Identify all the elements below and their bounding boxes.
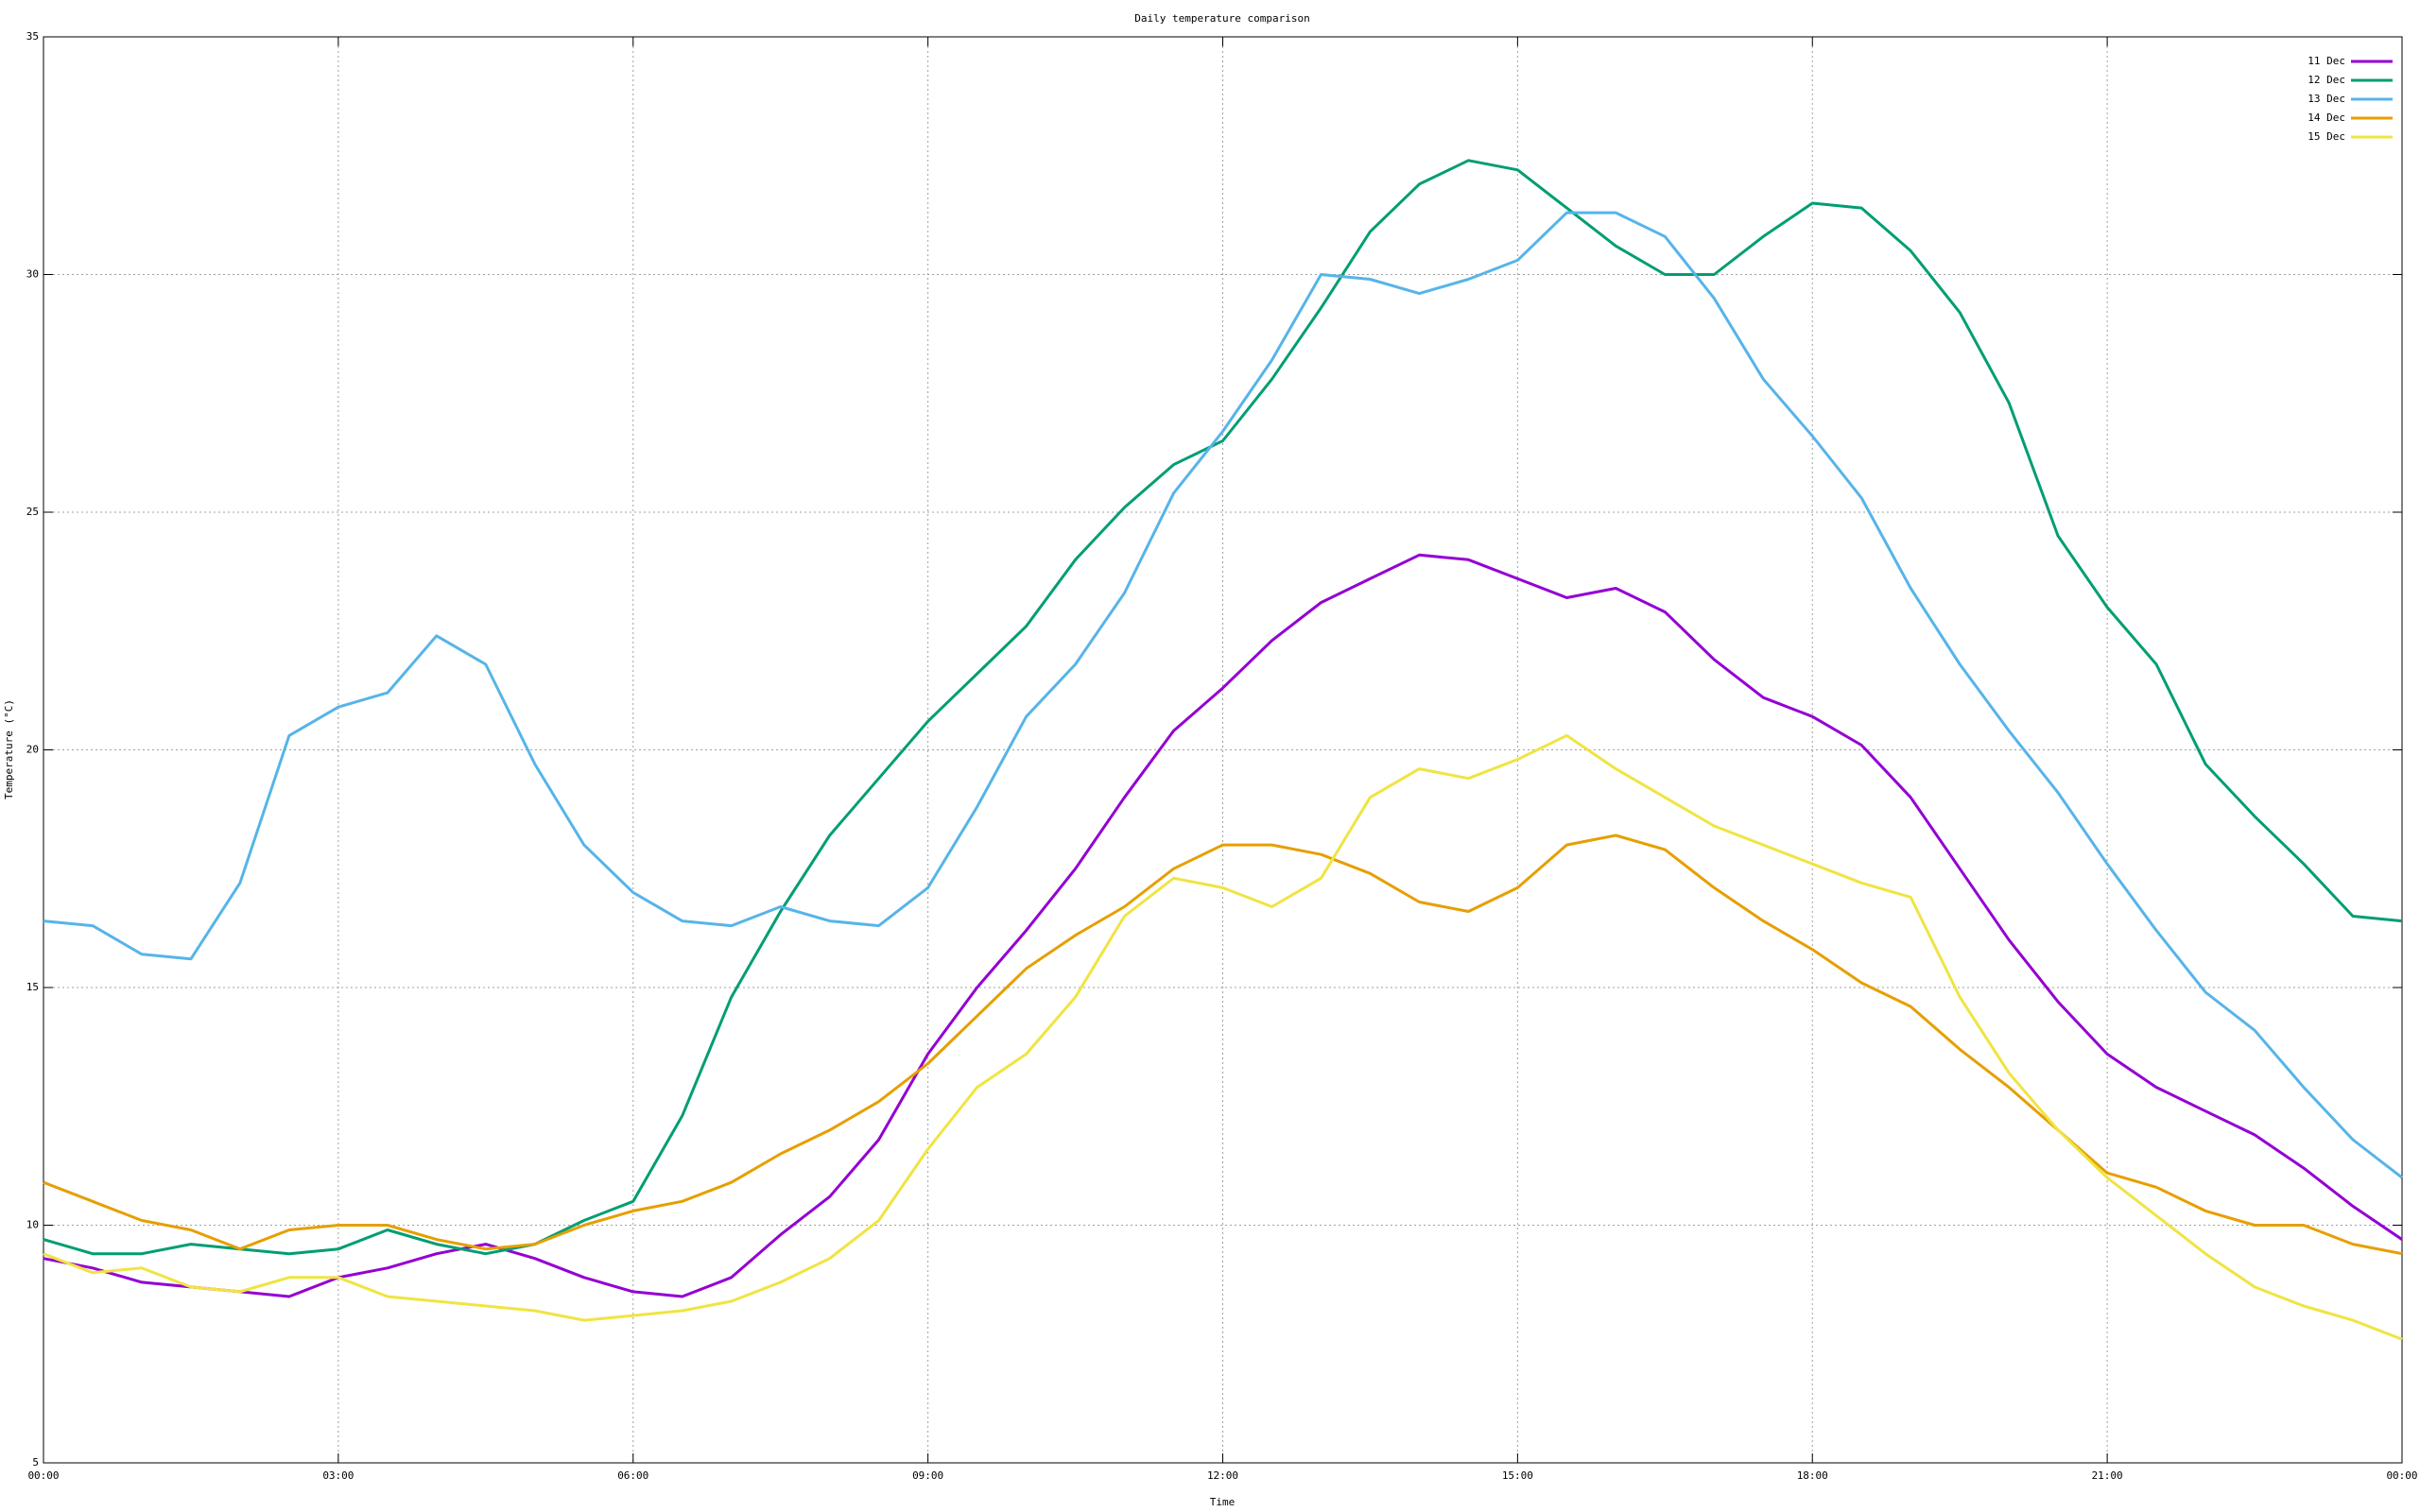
x-tick-label: 00:00: [2386, 1469, 2417, 1482]
x-tick-label: 21:00: [2092, 1469, 2123, 1482]
y-tick-label: 20: [26, 744, 39, 756]
x-tick-label: 00:00: [27, 1469, 59, 1482]
plot-frame: [43, 36, 2403, 1464]
line: [43, 211, 2403, 1179]
y-tick-label: 15: [26, 981, 39, 993]
legend-label: 15 Dec: [2308, 130, 2345, 143]
chart-title: Daily temperature comparison: [1134, 12, 1309, 25]
line: [43, 553, 2403, 1298]
y-axis-label: Temperature (°C): [3, 699, 15, 799]
y-tick-label: 5: [32, 1456, 39, 1469]
x-tick-label: 03:00: [322, 1469, 354, 1482]
y-tick-label: 10: [26, 1219, 39, 1231]
legend-label: 12 Dec: [2308, 74, 2345, 86]
x-axis-label: Time: [1210, 1496, 1236, 1508]
line: [43, 159, 2403, 1256]
legend-label: 14 Dec: [2308, 112, 2345, 124]
line: [43, 833, 2403, 1256]
y-tick-label: 35: [26, 30, 39, 43]
x-tick-label: 15:00: [1502, 1469, 1533, 1482]
x-tick-label: 06:00: [617, 1469, 648, 1482]
line: [43, 733, 2403, 1341]
legend-label: 11 Dec: [2308, 55, 2345, 67]
x-tick-label: 12:00: [1207, 1469, 1238, 1482]
x-tick-label: 18:00: [1797, 1469, 1828, 1482]
y-tick-label: 25: [26, 506, 39, 518]
y-tick-label: 30: [26, 268, 39, 281]
legend-label: 13 Dec: [2308, 93, 2345, 105]
x-tick-label: 09:00: [912, 1469, 943, 1482]
